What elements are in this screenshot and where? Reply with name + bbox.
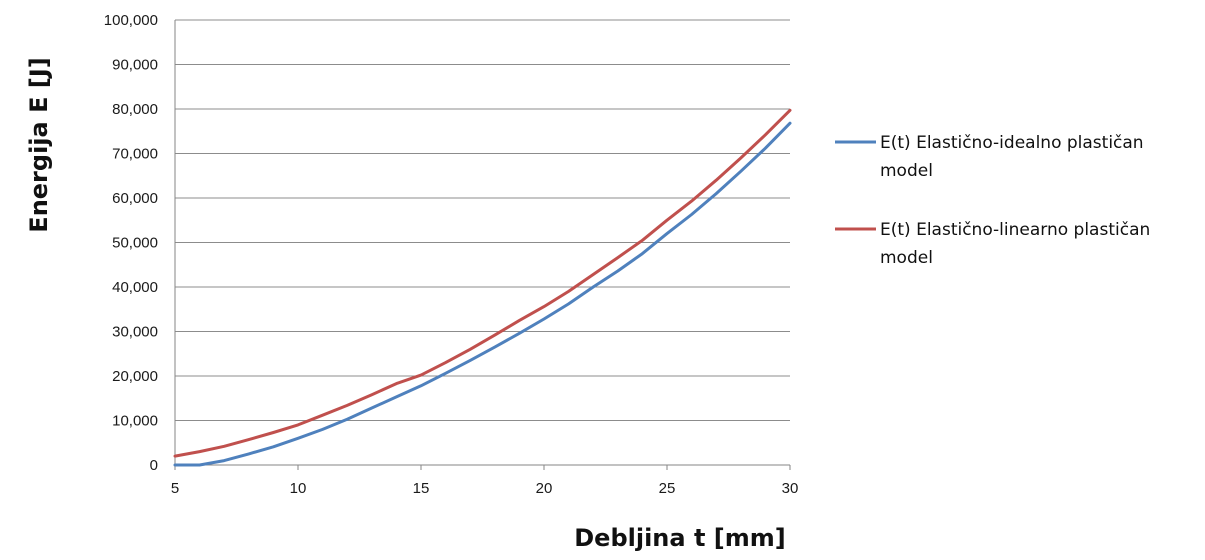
legend-label-1: E(t) Elastično-idealno plastičan: [880, 133, 1144, 153]
y-axis-title: Energija E [J]: [25, 57, 53, 232]
x-axis-title: Debljina t [mm]: [574, 524, 785, 552]
y-tick-label: 40,000: [112, 279, 158, 296]
x-tick-labels: 5 10 15 20 25 30: [171, 480, 799, 497]
x-tick-label: 25: [659, 480, 676, 497]
legend-label-2: model: [880, 248, 933, 268]
y-tick-label: 20,000: [112, 368, 158, 385]
y-tick-label: 90,000: [112, 57, 158, 74]
y-tick-label: 50,000: [112, 235, 158, 252]
legend-label-2: E(t) Elastično-linearno plastičan: [880, 220, 1150, 240]
y-tick-label: 0: [150, 457, 158, 474]
series-line-1: [173, 121, 792, 467]
y-tick-labels: 0 10,000 20,000 30,000 40,000 50,000 60,000 70,…: [104, 12, 158, 474]
y-tick-label: 100,000: [104, 12, 158, 29]
legend-label-1: model: [880, 161, 933, 181]
y-tick-label: 80,000: [112, 101, 158, 118]
series-lines: [173, 108, 792, 467]
x-tick-label: 5: [171, 480, 179, 497]
x-tick-label: 30: [782, 480, 799, 497]
y-tick-label: 70,000: [112, 146, 158, 163]
x-tick-label: 15: [413, 480, 430, 497]
x-tick-label: 20: [536, 480, 553, 497]
y-tick-label: 60,000: [112, 190, 158, 207]
legend: E(t) Elastično-idealno plastičan model E(t…: [835, 133, 1150, 268]
gridlines: [174, 19, 791, 470]
series-line-2: [173, 108, 792, 458]
y-tick-label: 10,000: [112, 413, 158, 430]
x-tick-label: 10: [290, 480, 307, 497]
y-tick-label: 30,000: [112, 324, 158, 341]
